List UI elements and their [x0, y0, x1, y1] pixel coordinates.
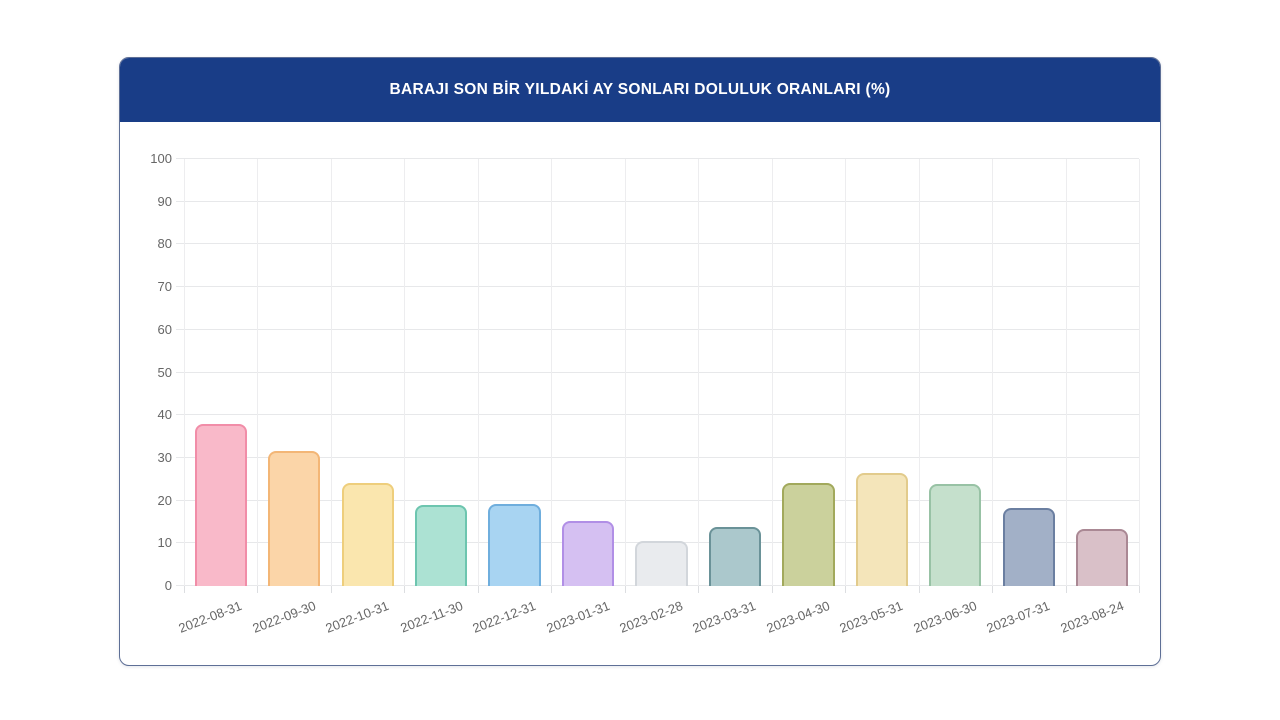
bar [341, 482, 394, 586]
bar [929, 483, 982, 586]
plot-area: 0 10 20 30 40 50 60 70 80 90 100 2022-08-31 2022-09-… [150, 151, 1140, 636]
x-tick-mark [551, 586, 553, 593]
card-header: BARAJI SON BİR YILDAKİ AY SONLARI DOLULU… [120, 58, 1160, 122]
gridline-vertical [918, 159, 920, 586]
x-tick-mark [771, 586, 773, 593]
gridline-vertical [477, 159, 479, 586]
gridline-vertical [551, 159, 553, 586]
gridline-vertical [992, 159, 994, 586]
x-tick-label: 2023-05-31 [837, 598, 906, 636]
gridline-horizontal [176, 243, 1139, 245]
x-tick-mark [404, 586, 406, 593]
x-tick-label: 2023-01-31 [543, 598, 612, 636]
y-tick-label: 50 [157, 364, 172, 380]
bar [635, 540, 688, 586]
y-tick-label: 70 [157, 279, 172, 295]
x-tick-label: 2023-06-30 [911, 598, 979, 636]
x-tick-label: 2022-10-31 [323, 598, 392, 636]
bar [1076, 528, 1129, 586]
x-tick-mark [1139, 586, 1140, 593]
gridline-vertical [1139, 159, 1140, 586]
bar [415, 505, 468, 586]
bar [194, 423, 247, 586]
x-tick-mark [330, 586, 332, 593]
y-tick-label: 10 [157, 535, 172, 551]
bar [782, 482, 835, 586]
gridline-vertical [771, 159, 773, 586]
card-title: BARAJI SON BİR YILDAKİ AY SONLARI DOLULU… [389, 81, 891, 98]
gridline-horizontal [176, 414, 1139, 416]
x-tick-label: 2023-03-31 [690, 598, 759, 636]
x-tick-mark [698, 586, 700, 593]
gridline-horizontal [176, 200, 1139, 202]
x-tick-mark [992, 586, 994, 593]
y-tick-label: 30 [157, 449, 172, 465]
x-tick-mark [624, 586, 626, 593]
bar [708, 527, 762, 586]
x-tick-mark [477, 586, 479, 593]
gridline-horizontal [176, 371, 1139, 373]
y-tick-label: 90 [157, 193, 172, 209]
x-tick-label: 2022-08-31 [176, 598, 245, 636]
bar [1002, 507, 1055, 586]
gridline-vertical [698, 159, 700, 586]
gridline-horizontal [176, 158, 1139, 159]
gridline-vertical [624, 159, 626, 586]
x-tick-label: 2022-09-30 [250, 598, 318, 636]
bar [268, 450, 321, 586]
y-tick-label: 20 [157, 492, 172, 508]
x-tick-label: 2023-02-28 [617, 598, 685, 636]
y-tick-label: 60 [157, 321, 172, 337]
gridline-vertical [1065, 159, 1067, 586]
x-tick-mark [845, 586, 847, 593]
gridline-vertical [184, 159, 185, 586]
gridline-horizontal [176, 456, 1139, 458]
gridline-vertical [330, 159, 332, 586]
y-tick-label: 40 [157, 407, 172, 423]
x-tick-mark [1065, 586, 1067, 593]
x-tick-label: 2022-12-31 [470, 598, 538, 636]
bar [488, 503, 541, 586]
bar [855, 473, 908, 586]
gridline-vertical [404, 159, 406, 586]
x-tick-mark [257, 586, 259, 593]
bar [561, 520, 615, 586]
dam-fill-rate-card: BARAJI SON BİR YILDAKİ AY SONLARI DOLULU… [119, 57, 1161, 666]
gridline-horizontal [176, 328, 1139, 330]
x-tick-mark [184, 586, 185, 593]
y-tick-label: 80 [157, 236, 172, 252]
gridline-vertical [845, 159, 847, 586]
x-tick-label: 2022-11-30 [397, 598, 465, 636]
y-tick-label: 100 [150, 151, 172, 166]
chart-container: 0 10 20 30 40 50 60 70 80 90 100 2022-08-31 2022-09-… [120, 122, 1160, 665]
y-tick-label: 0 [164, 578, 172, 593]
gridline-horizontal [176, 499, 1139, 501]
x-tick-label: 2023-08-24 [1058, 598, 1126, 636]
x-tick-label: 2023-04-30 [764, 598, 832, 636]
gridline-vertical [257, 159, 259, 586]
gridline-horizontal [176, 286, 1139, 288]
x-tick-mark [918, 586, 920, 593]
x-tick-label: 2023-07-31 [984, 598, 1053, 636]
